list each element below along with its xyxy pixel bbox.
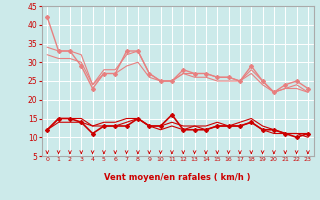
X-axis label: Vent moyen/en rafales ( km/h ): Vent moyen/en rafales ( km/h ) <box>104 173 251 182</box>
